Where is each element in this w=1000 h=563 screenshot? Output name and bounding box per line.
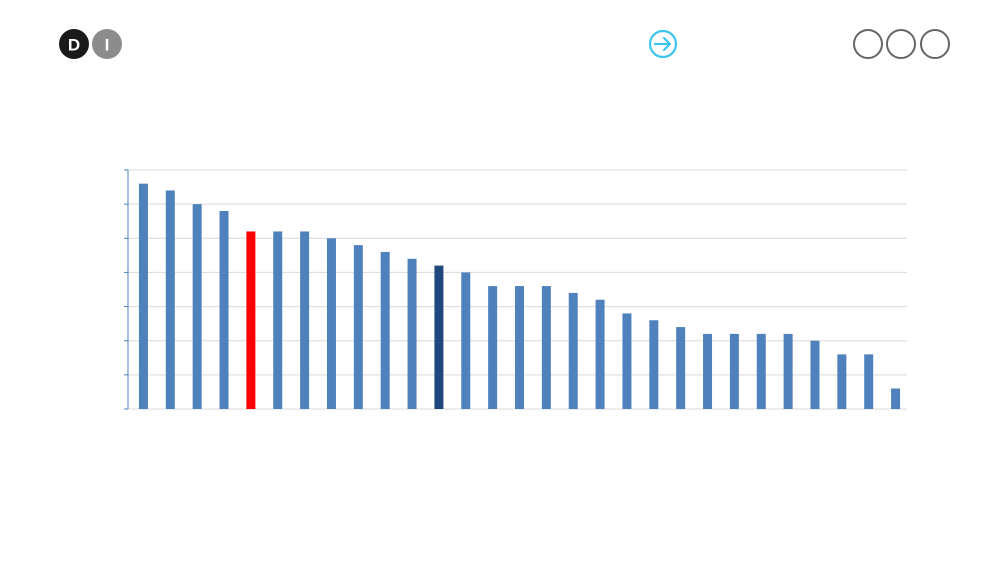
bar [246, 231, 256, 409]
logo-letter: I [105, 36, 110, 55]
bar [273, 231, 283, 409]
bar [783, 333, 793, 409]
bar [891, 388, 901, 409]
bar [488, 286, 498, 409]
bar [219, 210, 229, 409]
logo-circle [92, 29, 122, 59]
bar [380, 251, 390, 409]
bar [729, 333, 739, 409]
bar [595, 299, 605, 409]
bar [810, 340, 820, 409]
nav-dot[interactable] [920, 29, 950, 59]
bar [407, 258, 417, 409]
bar [864, 354, 874, 409]
bar [165, 190, 175, 409]
bar [703, 333, 713, 409]
bar [837, 354, 847, 409]
nav-dot[interactable] [853, 29, 883, 59]
plot [124, 169, 907, 410]
bar [434, 265, 444, 409]
logo-circle [59, 29, 89, 59]
bar [192, 204, 202, 409]
bar [541, 286, 551, 409]
bar [756, 333, 766, 409]
nav-dot[interactable] [886, 29, 916, 59]
bar [138, 183, 148, 409]
bar [300, 231, 310, 409]
bar [649, 320, 659, 409]
bar [676, 327, 686, 409]
next-button[interactable] [648, 29, 678, 59]
bar [622, 313, 632, 409]
bar [353, 245, 363, 409]
logo-letter: D [68, 36, 80, 55]
bar [568, 292, 578, 409]
bar [461, 272, 471, 409]
bar [515, 286, 524, 409]
bar [326, 238, 336, 409]
